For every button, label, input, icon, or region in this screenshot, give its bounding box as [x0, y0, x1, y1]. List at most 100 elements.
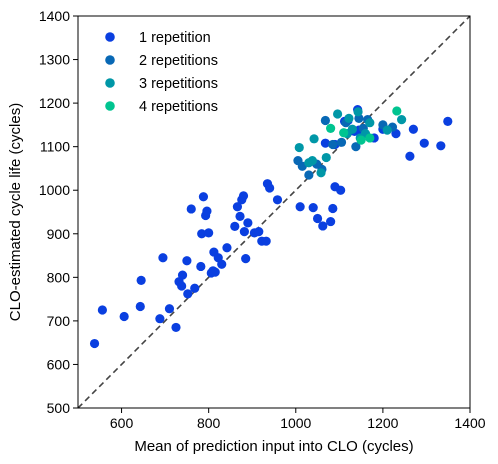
- data-point-series-4: [392, 106, 402, 116]
- data-point-series-1: [177, 270, 188, 280]
- data-point-series-1: [177, 281, 187, 291]
- data-point-series-1: [232, 202, 243, 212]
- data-point-series-4: [356, 135, 366, 145]
- data-point-series-1: [241, 254, 251, 264]
- data-point-series-2: [336, 137, 347, 147]
- data-point-series-1: [326, 216, 336, 227]
- x-tick-label: 800: [197, 415, 221, 431]
- data-point-series-1: [119, 311, 129, 322]
- data-point-series-3: [307, 156, 317, 166]
- data-point-series-3: [321, 152, 331, 163]
- data-point-series-1: [243, 218, 253, 228]
- data-point-series-1: [158, 253, 168, 263]
- data-point-series-1: [190, 283, 200, 293]
- legend-marker: [105, 78, 115, 88]
- data-point-series-4: [339, 128, 349, 138]
- data-point-series-1: [265, 183, 275, 193]
- data-point-series-4: [365, 133, 375, 143]
- data-point-series-3: [353, 107, 363, 117]
- data-point-series-1: [443, 116, 453, 127]
- data-point-series-1: [312, 213, 323, 224]
- data-point-series-1: [182, 256, 192, 266]
- data-point-series-1: [97, 305, 107, 315]
- data-point-series-1: [186, 204, 196, 214]
- data-point-series-1: [320, 138, 330, 148]
- data-point-series-1: [183, 289, 193, 299]
- data-point-series-3: [382, 125, 392, 135]
- axis-ticks: 600 800 1000 1200 1400 500 600 700 800 900 1000 110…: [39, 8, 486, 431]
- legend-label: 1 repetition: [139, 30, 211, 46]
- data-point-series-1: [198, 192, 209, 202]
- data-point-series-3: [332, 109, 343, 119]
- data-point-series-1: [419, 138, 429, 148]
- data-point-series-1: [204, 228, 214, 238]
- data-point-series-1: [230, 221, 240, 231]
- data-point-series-2: [351, 142, 361, 152]
- data-point-series-1: [217, 259, 227, 269]
- y-tick-label: 500: [47, 400, 71, 416]
- data-point-series-1: [136, 275, 146, 285]
- data-point-series-1: [295, 202, 305, 212]
- y-tick-label: 1400: [39, 8, 70, 24]
- y-tick-label: 1300: [39, 52, 70, 68]
- y-axis-label: CLO-estimated cycle life (cycles): [7, 103, 24, 321]
- data-point-series-1: [164, 304, 175, 314]
- data-point-series-1: [155, 314, 165, 324]
- data-point-series-1: [202, 206, 212, 216]
- legend-marker: [105, 101, 115, 111]
- legend-label: 4 repetitions: [139, 99, 218, 115]
- data-point-series-1: [328, 203, 338, 214]
- data-point-series-1: [196, 261, 206, 272]
- data-point-series-3: [347, 124, 357, 134]
- data-point-series-1: [405, 151, 415, 161]
- data-point-series-3: [344, 113, 354, 123]
- data-point-series-1: [235, 211, 245, 221]
- data-points: [89, 105, 453, 349]
- legend-marker: [105, 32, 115, 42]
- data-point-series-1: [318, 221, 328, 231]
- y-tick-label: 800: [47, 269, 71, 285]
- data-point-series-1: [238, 191, 249, 201]
- x-tick-label: 1400: [454, 415, 485, 431]
- legend-marker: [105, 55, 115, 65]
- data-point-series-2: [304, 170, 314, 180]
- data-point-series-3: [309, 134, 319, 144]
- data-point-series-1: [261, 236, 271, 246]
- reference-diagonal-line: [77, 15, 471, 409]
- data-point-series-1: [210, 267, 220, 277]
- data-point-series-2: [328, 139, 338, 150]
- data-point-series-1: [239, 227, 249, 237]
- y-tick-label: 1100: [40, 139, 70, 155]
- data-point-series-1: [89, 338, 100, 349]
- data-point-series-2: [320, 115, 330, 126]
- data-point-series-1: [171, 322, 181, 333]
- data-point-series-4: [326, 123, 336, 133]
- y-tick-label: 900: [47, 226, 71, 242]
- data-point-series-3: [316, 168, 326, 178]
- legend-label: 2 repetitions: [139, 53, 218, 69]
- data-point-series-3: [294, 142, 304, 153]
- data-point-series-1: [336, 185, 346, 195]
- y-tick-label: 600: [47, 356, 71, 372]
- x-tick-label: 1200: [367, 415, 398, 431]
- data-point-series-3: [365, 118, 375, 128]
- data-point-series-1: [436, 141, 446, 151]
- reference-line-layer: [77, 15, 471, 409]
- x-tick-label: 600: [110, 415, 134, 431]
- data-point-series-3: [397, 115, 407, 125]
- data-point-series-1: [135, 301, 145, 312]
- y-tick-label: 1000: [39, 182, 70, 198]
- x-axis-label: Mean of prediction input into CLO (cycle…: [134, 438, 413, 455]
- x-tick-label: 1000: [280, 415, 311, 431]
- data-point-series-1: [308, 203, 318, 213]
- y-tick-label: 1200: [39, 95, 70, 111]
- data-point-series-1: [254, 227, 264, 237]
- data-point-series-1: [197, 229, 207, 239]
- plot-frame: [77, 15, 471, 409]
- y-tick-label: 700: [47, 313, 71, 329]
- legend-label: 3 repetitions: [139, 76, 218, 92]
- data-point-series-1: [408, 124, 418, 134]
- data-point-series-1: [272, 195, 283, 205]
- legend: 1 repetition 2 repetitions 3 repetitions 4 …: [105, 30, 218, 115]
